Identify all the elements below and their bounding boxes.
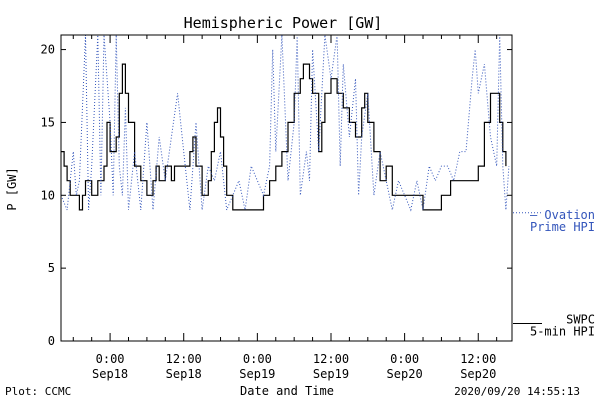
series-label: SWPC: [566, 313, 595, 327]
y-axis-ticks: 0 5 10 15 20: [41, 43, 512, 348]
x-axis-label: Date and Time: [240, 384, 334, 398]
series-label: — Ovation: [530, 208, 595, 222]
x-tick-label-date: Sep18: [92, 367, 128, 381]
y-tick-label: 10: [41, 188, 55, 202]
y-tick-label: 20: [41, 43, 55, 57]
series-label: 5-min HPI: [530, 325, 595, 339]
series-label: Prime HPI: [530, 220, 595, 234]
y-tick-label: 0: [48, 334, 55, 348]
plot-frame: [60, 34, 513, 342]
x-tick-label-time: 12:00: [166, 352, 202, 366]
chart-title: Hemispheric Power [GW]: [184, 14, 383, 32]
x-tick-label-date: Sep20: [387, 367, 423, 381]
x-tick-label-time: 12:00: [313, 352, 349, 366]
x-tick-label-time: 0:00: [243, 352, 272, 366]
x-tick-label-time: 0:00: [96, 352, 125, 366]
series-line-0: [61, 63, 507, 211]
x-tick-label-date: Sep19: [313, 367, 349, 381]
series-line-1: [60, 34, 510, 212]
series-lines: [60, 34, 510, 212]
plot-timestamp: 2020/09/20 14:55:13: [454, 385, 580, 398]
y-tick-label: 15: [41, 115, 55, 129]
y-axis-label: P [GW]: [5, 167, 19, 210]
x-tick-label-date: Sep20: [460, 367, 496, 381]
x-tick-label-date: Sep19: [239, 367, 275, 381]
x-tick-label-date: Sep18: [166, 367, 202, 381]
x-tick-label-time: 12:00: [460, 352, 496, 366]
x-axis-ticks: 0:00Sep1812:00Sep180:00Sep1912:00Sep190:…: [72, 35, 498, 381]
y-tick-label: 5: [48, 261, 55, 275]
x-tick-label-time: 0:00: [390, 352, 419, 366]
plot-credit: Plot: CCMC: [5, 385, 71, 398]
